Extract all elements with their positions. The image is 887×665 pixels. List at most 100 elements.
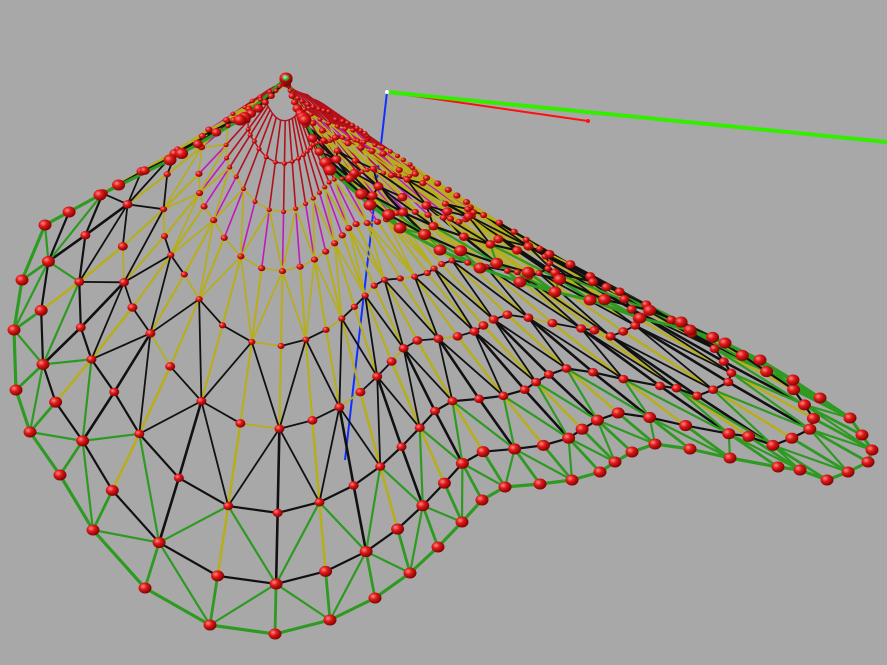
node (196, 189, 204, 197)
node (163, 171, 171, 178)
radial-member (580, 427, 617, 464)
diagonal-cable (442, 216, 487, 268)
hoop-member (684, 424, 730, 435)
hoop-member (328, 596, 377, 622)
diagonal-cable (275, 582, 332, 622)
node (160, 206, 168, 213)
hoop-member (98, 158, 172, 197)
node (198, 132, 206, 140)
node (411, 170, 419, 177)
node (344, 173, 355, 183)
node (304, 149, 310, 154)
hoop-member (371, 194, 405, 214)
diagonal-cable (473, 330, 505, 397)
radial-member (579, 327, 662, 388)
node (247, 133, 253, 138)
radial-member (340, 317, 362, 394)
node (310, 196, 316, 201)
hoop-member (14, 388, 32, 434)
node (395, 166, 403, 174)
hoop-member (163, 235, 172, 256)
node (666, 315, 677, 325)
diagonal-cable (338, 317, 343, 409)
node (608, 456, 622, 468)
radial-member (225, 128, 249, 159)
diagonal-cable (451, 400, 516, 451)
node (7, 324, 21, 336)
node (310, 256, 319, 263)
node (726, 368, 737, 378)
node (508, 443, 522, 455)
hoop-member (276, 501, 321, 514)
diagonal-cable (727, 432, 802, 472)
hoop-member (162, 208, 166, 238)
radial-member (565, 367, 620, 415)
hoop-member (278, 419, 314, 430)
radial-member (126, 173, 169, 206)
hoop-member (78, 280, 82, 329)
diagonal-cable (634, 324, 715, 391)
hoop-member (279, 119, 286, 122)
diagonal-cable (347, 227, 367, 297)
node (223, 501, 234, 511)
radial-member (790, 436, 850, 474)
node (138, 582, 152, 594)
radial-member (200, 324, 224, 403)
diagonal-cable (12, 328, 45, 366)
node (544, 249, 555, 259)
node (367, 191, 378, 200)
radial-member (373, 284, 405, 350)
node (522, 236, 530, 243)
radial-member (333, 137, 363, 173)
node (723, 377, 734, 387)
radial-member (81, 390, 116, 443)
radial-member (477, 397, 516, 451)
hoop-member (268, 86, 274, 91)
node (543, 370, 554, 379)
diagonal-cable (366, 222, 386, 281)
node (308, 112, 314, 117)
radial-member (506, 313, 568, 370)
radial-member (352, 484, 368, 553)
radial-member (336, 149, 356, 175)
radial-member (291, 160, 297, 210)
hoop-member (131, 306, 152, 335)
radial-member (225, 120, 249, 146)
node (424, 211, 432, 218)
radial-member (281, 210, 285, 272)
node (267, 92, 275, 100)
hoop-member (223, 237, 242, 258)
radial-member (242, 148, 260, 190)
node (363, 199, 377, 211)
node (421, 201, 432, 210)
node (709, 344, 720, 353)
diagonal-cable (467, 215, 492, 246)
diagonal-cable (364, 294, 405, 350)
diagonal-cable (484, 265, 530, 319)
node (448, 257, 456, 264)
radial-member (122, 235, 166, 284)
node (841, 466, 855, 478)
hoop-member (28, 430, 62, 477)
node (339, 176, 345, 182)
hoop-member (467, 215, 500, 241)
node (643, 411, 657, 423)
radial-member (163, 191, 201, 238)
node (403, 176, 411, 183)
diagonal-cable (771, 444, 802, 472)
diagonal-cable (123, 254, 172, 284)
diagonal-cable (516, 271, 583, 330)
node (299, 99, 305, 104)
node (127, 303, 138, 312)
radial-member (803, 403, 864, 437)
node (861, 456, 875, 468)
node (203, 619, 217, 631)
hoop-member (688, 447, 732, 460)
radial-member (400, 445, 425, 507)
node (562, 432, 576, 444)
node (15, 274, 29, 286)
radial-member (648, 416, 692, 451)
diagonal-cable (47, 260, 81, 283)
